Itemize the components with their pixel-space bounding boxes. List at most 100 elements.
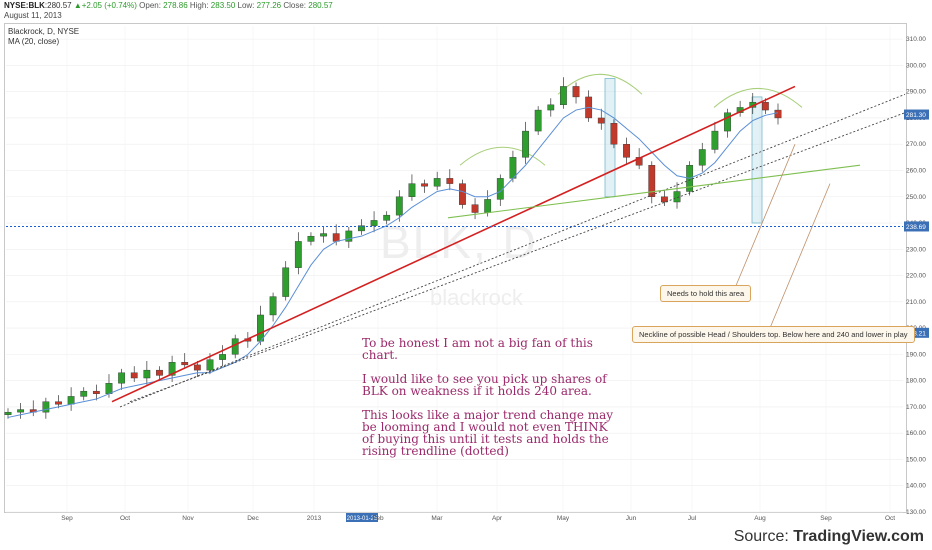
- x-tick-label: 2013: [307, 515, 322, 522]
- commentary-p1: To be honest I am not a big fan of this …: [362, 336, 593, 362]
- candle-body: [168, 362, 176, 376]
- x-tick-label: Sep: [820, 515, 832, 522]
- candle-body: [17, 409, 25, 413]
- x-tick-label: Dec: [247, 515, 259, 522]
- x-cursor-label: 2013-01-25: [347, 516, 378, 522]
- candle-body: [383, 214, 391, 221]
- candle-body: [433, 178, 441, 187]
- candle-body: [509, 157, 517, 179]
- y-tick-label: 250.00: [906, 194, 926, 201]
- chart-legend: Blackrock, D, NYSE MA (20, close): [8, 27, 79, 47]
- y-tick-label: 180.00: [906, 378, 926, 385]
- y-tick-label: 230.00: [906, 246, 926, 253]
- y-tick-label: 160.00: [906, 430, 926, 437]
- candle-body: [648, 165, 656, 197]
- candle-body: [55, 401, 62, 405]
- candle-body: [130, 372, 138, 379]
- candle-body: [774, 109, 782, 119]
- neckline-pointer: [769, 183, 831, 329]
- legend-title: Blackrock, D, NYSE: [8, 27, 80, 36]
- legend-indicator: MA (20, close): [8, 37, 60, 46]
- open-value: 278.86: [163, 1, 188, 10]
- price-badge: [904, 327, 929, 338]
- candle-body: [522, 130, 529, 158]
- hold-area-pointer: [734, 144, 796, 289]
- candle-body: [294, 241, 302, 268]
- x-cursor-badge: [346, 513, 378, 522]
- candle-body: [471, 204, 479, 213]
- neckline: [447, 164, 861, 219]
- candle-body: [219, 354, 226, 360]
- candle-body: [118, 372, 126, 384]
- candle-body: [711, 130, 719, 150]
- candle-body: [446, 178, 454, 184]
- candle-body: [307, 235, 315, 242]
- x-tick-label: Oct: [120, 515, 130, 522]
- candle-body: [282, 267, 290, 297]
- y-tick-label: 140.00: [906, 483, 926, 490]
- y-tick-label: 300.00: [906, 62, 926, 69]
- candle-body: [660, 196, 668, 203]
- x-tick-label: Aug: [754, 515, 766, 522]
- ma-line: [7, 106, 779, 418]
- up-arrow-icon: ▲: [73, 1, 82, 10]
- candle-body: [193, 364, 201, 371]
- candle-body: [673, 191, 681, 203]
- hold-area-note: Needs to hold this area: [660, 285, 752, 302]
- y-tick-label: 290.00: [906, 89, 926, 96]
- price-badge-label: 281.30: [906, 112, 926, 119]
- x-tick-label: Jun: [626, 515, 637, 522]
- candle-body: [332, 233, 340, 242]
- candle-body: [610, 122, 618, 145]
- y-tick-label: 170.00: [906, 404, 926, 411]
- candle-body: [143, 369, 151, 379]
- candle-body: [698, 149, 706, 166]
- candle-body: [547, 104, 555, 111]
- candle-body: [181, 362, 189, 366]
- pattern-arc: [557, 73, 643, 95]
- y-tick-label: 190.00: [906, 351, 926, 358]
- candle-body: [408, 183, 416, 197]
- commentary-p2: I would like to see you pick up shares o…: [362, 372, 607, 398]
- y-tick-label: 270.00: [906, 141, 926, 148]
- y-tick-label: 130.00: [906, 509, 926, 516]
- price-header: NYSE:BLK:280.57 ▲+2.05 (+0.74%) Open: 27…: [4, 1, 333, 20]
- last-price: 280.57: [47, 1, 72, 10]
- y-tick-label: 310.00: [906, 36, 926, 43]
- candle-body: [459, 183, 466, 205]
- candle-body: [92, 390, 100, 394]
- price-change: +2.05 (+0.74%): [81, 1, 137, 10]
- chart-frame: [4, 23, 907, 513]
- candle-body: [560, 86, 567, 106]
- y-tick-label: 220.00: [906, 273, 926, 280]
- source-credit: Source: TradingView.com: [734, 528, 924, 546]
- source-brand: TradingView.com: [793, 528, 924, 545]
- lower-dotted-trendline: [129, 112, 906, 403]
- source-prefix: Source:: [733, 528, 794, 545]
- price-badge: [904, 221, 929, 232]
- commentary-p3: This looks like a major trend change may…: [362, 408, 614, 458]
- x-tick-label: Sep: [61, 515, 73, 522]
- candle-body: [623, 144, 630, 158]
- close-value: 280.57: [308, 1, 333, 10]
- low-value: 277.26: [256, 1, 282, 10]
- candle-body: [345, 230, 353, 242]
- candle-body: [761, 101, 769, 111]
- commentary: To be honest I am not a big fan of this …: [362, 337, 622, 469]
- x-tick-label: Apr: [492, 515, 503, 522]
- x-tick-label: Jul: [688, 515, 697, 522]
- chart-date: August 11, 2013: [4, 11, 62, 20]
- low-label: Low:: [237, 1, 255, 10]
- neckline-note: Neckline of possible Head / Shoulders to…: [632, 326, 915, 343]
- candle-body: [156, 369, 163, 376]
- x-tick-label: Nov: [182, 515, 194, 522]
- x-tick-label: Feb: [372, 515, 384, 522]
- candle-body: [370, 220, 378, 226]
- x-tick-label: Mar: [431, 515, 443, 522]
- candle-body: [421, 183, 428, 187]
- candle-body: [67, 396, 75, 405]
- candle-body: [572, 86, 580, 98]
- price-badge-label: 238.69: [906, 224, 926, 231]
- candle-body: [269, 296, 277, 316]
